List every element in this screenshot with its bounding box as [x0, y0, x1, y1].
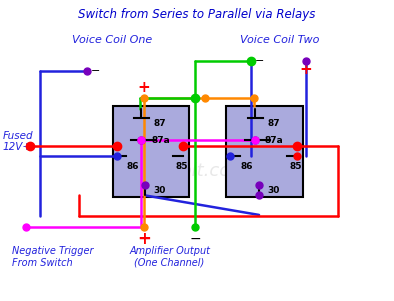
Text: +: + [138, 80, 151, 95]
Text: 87: 87 [154, 119, 166, 128]
Text: 12volt.com: 12volt.com [147, 163, 247, 181]
Text: 87: 87 [268, 119, 280, 128]
Text: −: − [189, 232, 201, 246]
Text: 30: 30 [153, 186, 165, 195]
Text: +: + [137, 230, 151, 248]
Text: 87a: 87a [151, 135, 170, 144]
Text: Fused
12V+: Fused 12V+ [3, 131, 33, 152]
Text: 85: 85 [175, 163, 188, 172]
Text: 85: 85 [289, 163, 302, 172]
Bar [227, 106, 303, 197]
Text: 86: 86 [240, 163, 253, 172]
Text: Switch from Series to Parallel via Relays: Switch from Series to Parallel via Relay… [78, 8, 316, 21]
Text: Voice Coil Two: Voice Coil Two [240, 35, 319, 45]
Text: −: − [91, 66, 100, 76]
Bar [113, 106, 189, 197]
Text: 87a: 87a [265, 135, 284, 144]
Text: +: + [300, 62, 312, 77]
Text: 30: 30 [267, 186, 279, 195]
Text: −: − [255, 56, 264, 66]
Text: 86: 86 [126, 163, 139, 172]
Text: Negative Trigger
From Switch: Negative Trigger From Switch [13, 246, 94, 268]
Text: Amplifier Output
(One Channel): Amplifier Output (One Channel) [129, 246, 210, 268]
Text: Voice Coil One: Voice Coil One [72, 35, 153, 45]
